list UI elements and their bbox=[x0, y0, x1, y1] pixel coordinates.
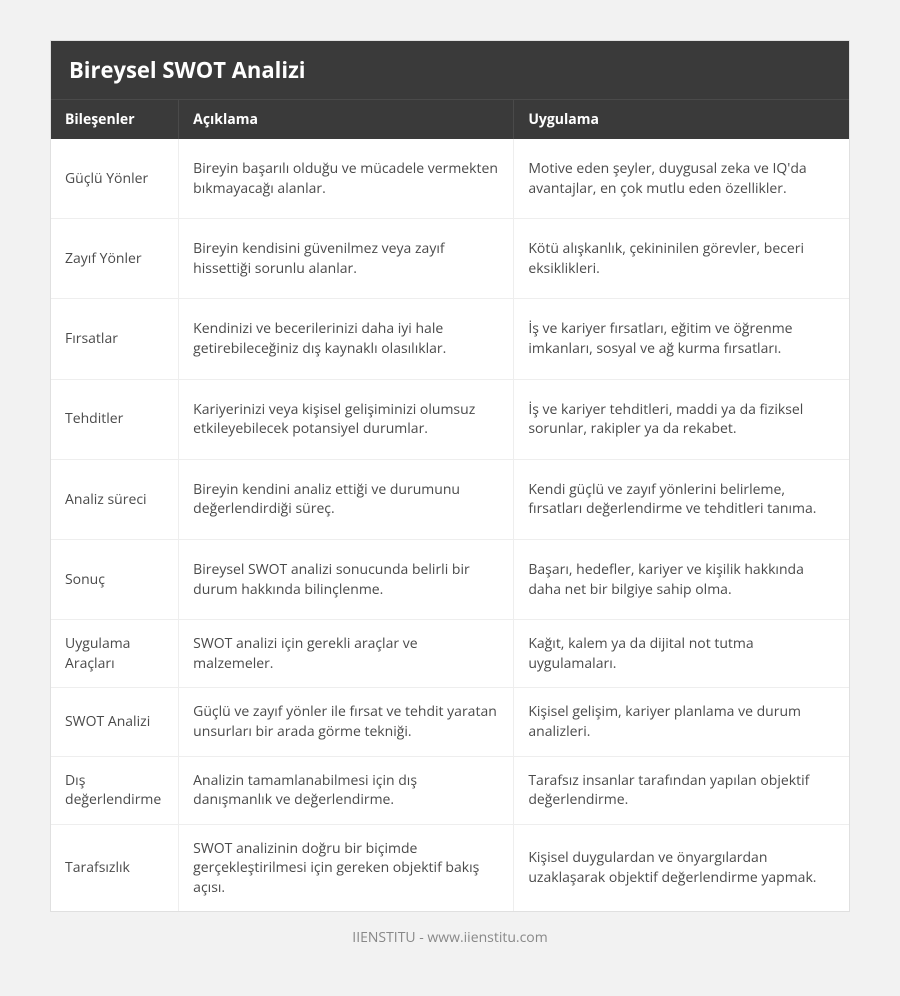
table-cell: Kendinizi ve becerilerinizi daha iyi hal… bbox=[179, 299, 514, 379]
table-row: Analiz süreciBireyin kendini analiz etti… bbox=[51, 459, 849, 539]
table-cell: Kariyerinizi veya kişisel gelişiminizi o… bbox=[179, 379, 514, 459]
header-cell-aciklama: Açıklama bbox=[179, 100, 514, 140]
table-cell: Bireyin kendisini güvenilmez veya zayıf … bbox=[179, 219, 514, 299]
table-cell: Zayıf Yönler bbox=[51, 219, 179, 299]
table-row: Dış değerlendirmeAnalizin tamamlanabilme… bbox=[51, 756, 849, 824]
table-cell: Tehditler bbox=[51, 379, 179, 459]
table-row: Zayıf YönlerBireyin kendisini güvenilmez… bbox=[51, 219, 849, 299]
table-title: Bireysel SWOT Analizi bbox=[51, 41, 849, 99]
table-row: Uygulama AraçlarıSWOT analizi için gerek… bbox=[51, 620, 849, 688]
table-cell: Bireyin kendini analiz ettiği ve durumun… bbox=[179, 459, 514, 539]
table-cell: İş ve kariyer tehditleri, maddi ya da fi… bbox=[514, 379, 849, 459]
table-row: TarafsızlıkSWOT analizinin doğru bir biç… bbox=[51, 824, 849, 911]
table-cell: Kağıt, kalem ya da dijital not tutma uyg… bbox=[514, 620, 849, 688]
table-body: Güçlü YönlerBireyin başarılı olduğu ve m… bbox=[51, 139, 849, 911]
table-cell: İş ve kariyer fırsatları, eğitim ve öğre… bbox=[514, 299, 849, 379]
table-cell: Uygulama Araçları bbox=[51, 620, 179, 688]
table-row: SWOT AnaliziGüçlü ve zayıf yönler ile fı… bbox=[51, 688, 849, 756]
header-cell-bilesenler: Bileşenler bbox=[51, 100, 179, 140]
swot-table: Bileşenler Açıklama Uygulama Güçlü Yönle… bbox=[51, 99, 849, 911]
footer-attribution: IIENSTITU - www.iienstitu.com bbox=[50, 912, 850, 947]
table-row: Güçlü YönlerBireyin başarılı olduğu ve m… bbox=[51, 139, 849, 219]
table-cell: Kötü alışkanlık, çekininilen görevler, b… bbox=[514, 219, 849, 299]
table-cell: Motive eden şeyler, duygusal zeka ve IQ'… bbox=[514, 139, 849, 219]
table-cell: Analiz süreci bbox=[51, 459, 179, 539]
table-row: SonuçBireysel SWOT analizi sonucunda bel… bbox=[51, 539, 849, 619]
table-cell: Bireyin başarılı olduğu ve mücadele verm… bbox=[179, 139, 514, 219]
table-cell: Tarafsız insanlar tarafından yapılan obj… bbox=[514, 756, 849, 824]
header-row: Bileşenler Açıklama Uygulama bbox=[51, 100, 849, 140]
table-cell: Analizin tamamlanabilmesi için dış danış… bbox=[179, 756, 514, 824]
table-cell: Güçlü Yönler bbox=[51, 139, 179, 219]
table-cell: Fırsatlar bbox=[51, 299, 179, 379]
table-cell: SWOT analizi için gerekli araçlar ve mal… bbox=[179, 620, 514, 688]
table-cell: Başarı, hedefler, kariyer ve kişilik hak… bbox=[514, 539, 849, 619]
table-header: Bileşenler Açıklama Uygulama bbox=[51, 100, 849, 140]
table-row: FırsatlarKendinizi ve becerilerinizi dah… bbox=[51, 299, 849, 379]
table-cell: Kişisel duygulardan ve önyargılardan uza… bbox=[514, 824, 849, 911]
table-cell: Güçlü ve zayıf yönler ile fırsat ve tehd… bbox=[179, 688, 514, 756]
swot-table-container: Bireysel SWOT Analizi Bileşenler Açıklam… bbox=[50, 40, 850, 912]
table-cell: SWOT Analizi bbox=[51, 688, 179, 756]
table-cell: Dış değerlendirme bbox=[51, 756, 179, 824]
header-cell-uygulama: Uygulama bbox=[514, 100, 849, 140]
table-cell: SWOT analizinin doğru bir biçimde gerçek… bbox=[179, 824, 514, 911]
table-row: TehditlerKariyerinizi veya kişisel geliş… bbox=[51, 379, 849, 459]
table-cell: Tarafsızlık bbox=[51, 824, 179, 911]
table-cell: Sonuç bbox=[51, 539, 179, 619]
table-cell: Kendi güçlü ve zayıf yönlerini belirleme… bbox=[514, 459, 849, 539]
table-cell: Bireysel SWOT analizi sonucunda belirli … bbox=[179, 539, 514, 619]
table-cell: Kişisel gelişim, kariyer planlama ve dur… bbox=[514, 688, 849, 756]
